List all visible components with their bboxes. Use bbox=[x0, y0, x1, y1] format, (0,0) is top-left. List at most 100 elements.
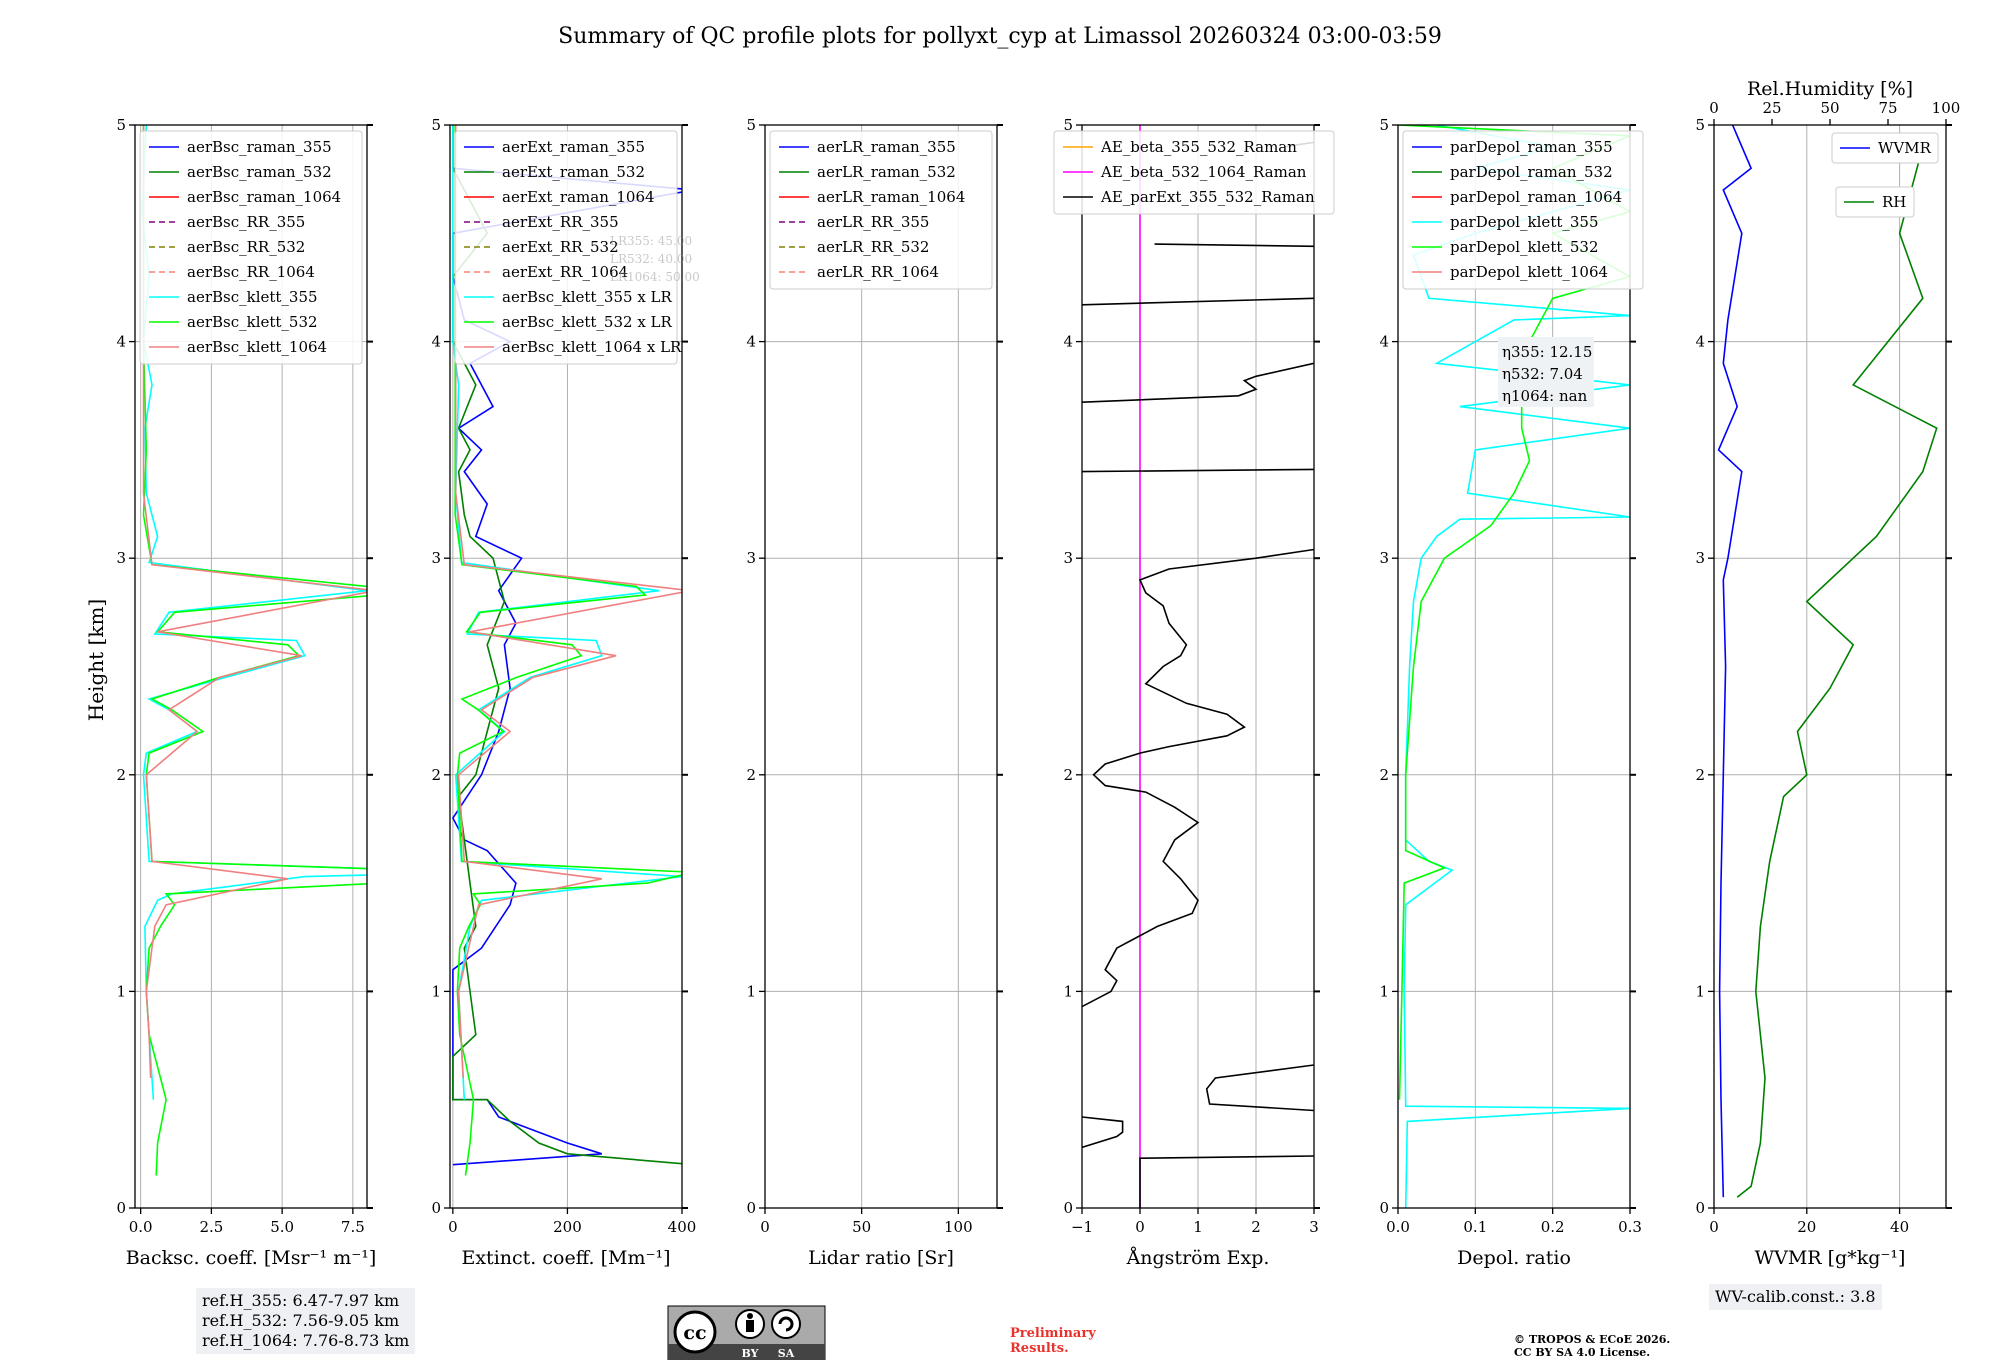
license-by-text: BY bbox=[742, 1347, 759, 1360]
legend-box bbox=[1831, 132, 1939, 164]
legend-label: aerExt_RR_532 bbox=[502, 238, 619, 256]
x-tick-label: 5.0 bbox=[270, 1218, 294, 1236]
legend-box bbox=[139, 130, 363, 365]
legend: parDepol_raman_355 parDepol_raman_532 parD… bbox=[1402, 130, 1644, 290]
panel-depol: 0 1 2 3 4 5 0.0 0.1 0.2 0.3 Depol. ratio parDepol_r… bbox=[1379, 116, 1644, 1269]
y-tick-label: 4 bbox=[1695, 333, 1705, 351]
legend-label: WVMR bbox=[1878, 139, 1932, 157]
top-x-tick-label: 25 bbox=[1762, 99, 1781, 117]
legend-label: AE_beta_355_532_Raman bbox=[1100, 138, 1297, 156]
lidar-ratio-note: LR532: 40.00 bbox=[610, 252, 692, 266]
legend-label: parDepol_klett_1064 bbox=[1450, 263, 1608, 281]
panel-bsc: 0 1 2 3 4 5 0.0 2.5 5.0 7.5 Backsc. coeff. [Msr⁻¹ … bbox=[116, 116, 376, 1269]
y-tick-label: 0 bbox=[1379, 1199, 1389, 1217]
x-tick-label: 2 bbox=[1251, 1218, 1261, 1236]
y-tick-label: 5 bbox=[1063, 116, 1073, 134]
y-tick-label: 4 bbox=[116, 333, 126, 351]
copyright-line-1: © TROPOS & ECoE 2026. bbox=[1514, 1333, 1671, 1346]
lidar-ratio-annotations: LR355: 45.00 LR532: 40.00 LR1064: 50.00 bbox=[610, 234, 700, 284]
y-tick-label: 4 bbox=[431, 333, 441, 351]
legend-label: aerExt_RR_1064 bbox=[502, 263, 628, 281]
refh-1064: ref.H_1064: 7.76-8.73 km bbox=[202, 1331, 410, 1350]
series-line-aerBsc_klett_532 x LR bbox=[454, 125, 682, 1176]
legend: aerBsc_raman_355 aerBsc_raman_532 aerBsc_r… bbox=[139, 130, 363, 365]
x-axis-label: Ångström Exp. bbox=[1126, 1247, 1270, 1269]
legend: aerLR_raman_355 aerLR_raman_532 aerLR_rama… bbox=[769, 130, 993, 290]
axes-frame bbox=[1713, 124, 1947, 1209]
series-group bbox=[1717, 125, 1938, 1198]
series-line-WVMR bbox=[1717, 125, 1753, 1198]
x-tick-label: 20 bbox=[1797, 1218, 1816, 1236]
series-segment-AE_parExt_355_532_Raman bbox=[1082, 468, 1314, 473]
y-tick-label: 3 bbox=[1379, 549, 1389, 567]
eta-annotations: η355: 12.15 η532: 7.04 η1064: nan bbox=[1498, 337, 1594, 407]
legend-label: parDepol_raman_532 bbox=[1450, 163, 1613, 181]
lidar-ratio-note: LR1064: 50.00 bbox=[610, 270, 700, 284]
y-tick-label: 3 bbox=[1063, 549, 1073, 567]
series-segment-AE_parExt_355_532_Raman bbox=[1082, 297, 1314, 306]
y-tick-label: 0 bbox=[746, 1199, 756, 1217]
x-tick-label: −1 bbox=[1071, 1218, 1093, 1236]
y-tick-label: 4 bbox=[1063, 333, 1073, 351]
x-tick-label: 0.0 bbox=[129, 1218, 153, 1236]
axes-frame bbox=[449, 124, 683, 1209]
legend-label: aerBsc_RR_532 bbox=[187, 238, 305, 256]
legend-box bbox=[1402, 130, 1644, 290]
series-segment-AE_parExt_355_532_Raman bbox=[1205, 1064, 1314, 1112]
legend-label: aerBsc_klett_355 bbox=[187, 288, 318, 306]
copyright-note: © TROPOS & ECoE 2026. CC BY SA 4.0 Licen… bbox=[1514, 1333, 1670, 1359]
x-tick-label: 7.5 bbox=[341, 1218, 365, 1236]
x-tick-label: 40 bbox=[1890, 1218, 1909, 1236]
x-tick-label: 0.1 bbox=[1463, 1218, 1487, 1236]
legend-label: aerBsc_klett_532 x LR bbox=[502, 313, 673, 331]
legend-label: AE_parExt_355_532_Raman bbox=[1100, 188, 1315, 206]
series-line-aerBsc_klett_1064 bbox=[142, 125, 367, 1079]
y-tick-label: 5 bbox=[1379, 116, 1389, 134]
x-tick-label: 2.5 bbox=[199, 1218, 223, 1236]
wv-calib-text: WV-calib.const.: 3.8 bbox=[1715, 1287, 1876, 1306]
x-tick-label: 50 bbox=[852, 1218, 871, 1236]
y-tick-label: 1 bbox=[431, 982, 441, 1000]
x-tick-label: 0 bbox=[448, 1218, 458, 1236]
x-axis-label: Lidar ratio [Sr] bbox=[808, 1247, 954, 1269]
eta-note: η532: 7.04 bbox=[1502, 365, 1583, 383]
legend-label: aerLR_raman_1064 bbox=[817, 188, 965, 206]
y-tick-label: 1 bbox=[746, 982, 756, 1000]
legend: aerExt_raman_355 aerExt_raman_532 aerExt_r… bbox=[454, 130, 682, 365]
copyright-line-2: CC BY SA 4.0 License. bbox=[1514, 1346, 1651, 1359]
y-tick-label: 0 bbox=[1695, 1199, 1705, 1217]
legend-label: aerBsc_klett_1064 x LR bbox=[502, 338, 682, 356]
legend: AE_beta_355_532_Raman AE_beta_532_1064_Ra… bbox=[1053, 130, 1335, 215]
legend-label: aerLR_RR_355 bbox=[817, 213, 929, 231]
series-line-AE_parExt_355_532_Raman bbox=[1139, 1155, 1314, 1208]
preliminary-line-1: Preliminary bbox=[1010, 1326, 1096, 1341]
x-tick-label: 200 bbox=[553, 1218, 582, 1236]
series-line-aerExt_raman_532 bbox=[452, 125, 682, 1165]
legend: WVMR RH bbox=[1831, 132, 1939, 218]
y-tick-label: 2 bbox=[1063, 766, 1073, 784]
y-tick-label: 2 bbox=[1695, 766, 1705, 784]
cc-logo-text: cc bbox=[683, 1322, 706, 1344]
y-tick-label: 2 bbox=[116, 766, 126, 784]
wv-calib-box: WV-calib.const.: 3.8 bbox=[1709, 1284, 1882, 1310]
y-tick-label: 1 bbox=[116, 982, 126, 1000]
y-tick-label: 3 bbox=[746, 549, 756, 567]
legend-box bbox=[1835, 186, 1915, 218]
figure-title: Summary of QC profile plots for pollyxt_… bbox=[558, 24, 1442, 49]
axes-frame bbox=[764, 124, 998, 1209]
series-segment-AE_parExt_355_532_Raman bbox=[1082, 1116, 1124, 1149]
x-tick-label: 100 bbox=[944, 1218, 973, 1236]
panel-ext: 0 1 2 3 4 5 0 200 400 Extinct. coeff. [Mm⁻¹] aerEx… bbox=[431, 116, 699, 1269]
y-tick-label: 0 bbox=[116, 1199, 126, 1217]
top-x-tick-label: 50 bbox=[1820, 99, 1839, 117]
y-tick-label: 3 bbox=[431, 549, 441, 567]
legend-label: aerBsc_klett_355 x LR bbox=[502, 288, 673, 306]
preliminary-note: Preliminary Results. bbox=[1010, 1326, 1096, 1356]
legend-label: parDepol_raman_355 bbox=[1450, 138, 1613, 156]
x-tick-label: 1 bbox=[1193, 1218, 1203, 1236]
legend-label: parDepol_klett_532 bbox=[1450, 238, 1599, 256]
series-group bbox=[141, 125, 367, 1176]
x-tick-label: 0.0 bbox=[1386, 1218, 1410, 1236]
y-tick-label: 2 bbox=[1379, 766, 1389, 784]
legend-label: AE_beta_532_1064_Raman bbox=[1100, 163, 1307, 181]
